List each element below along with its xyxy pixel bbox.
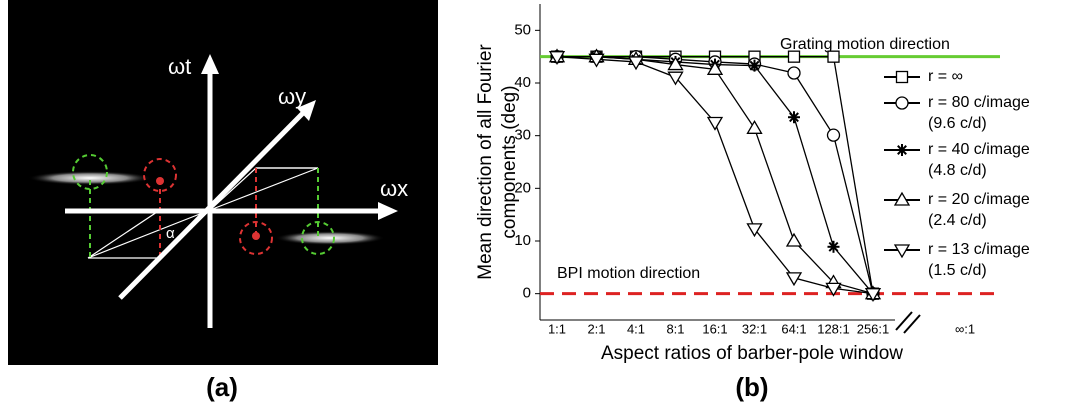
legend-label: r = 40 c/image <box>928 141 1030 158</box>
marker-stroke <box>897 145 907 155</box>
y-axis-title: Mean direction of all Fourier <box>475 44 496 280</box>
reference-label: BPI motion direction <box>557 265 700 282</box>
series-line <box>557 56 874 294</box>
series-line <box>557 56 874 295</box>
circle <box>143 158 177 192</box>
marker <box>667 56 684 71</box>
angle-label: α <box>166 225 175 242</box>
marker <box>706 61 724 75</box>
x-tick-label: 64:1 <box>781 321 806 336</box>
y-tick-label: 20 <box>514 179 531 196</box>
y-tick-label: 30 <box>514 127 531 144</box>
panel-label: (b) <box>735 372 768 402</box>
x-tick-label: 2:1 <box>587 321 605 336</box>
marker <box>787 66 801 80</box>
arrow <box>201 54 219 74</box>
x-tick-label: 256:1 <box>857 321 890 336</box>
x-tick-label: 1:1 <box>548 321 566 336</box>
legend-label: r = 13 c/image <box>928 241 1030 258</box>
y-tick-label: 10 <box>514 232 531 249</box>
axis-label: ωt <box>168 54 191 79</box>
marker <box>548 51 566 65</box>
legend-label: r = 80 c/image <box>928 94 1030 111</box>
legend-note: (1.5 c/d) <box>928 262 987 279</box>
axis-label: ωx <box>380 176 408 201</box>
x-tick-label: 16:1 <box>702 321 727 336</box>
panel-label: (a) <box>206 372 238 402</box>
marker <box>893 244 911 259</box>
marker <box>746 120 763 134</box>
marker <box>746 223 763 238</box>
marker <box>788 111 800 124</box>
marker <box>588 53 605 68</box>
legend-label: r = ∞ <box>928 68 963 85</box>
marker <box>893 191 911 206</box>
axis-break <box>903 314 921 334</box>
marker <box>748 59 761 72</box>
marker <box>787 50 801 63</box>
arrow <box>297 100 316 121</box>
axis-break <box>895 311 913 331</box>
series-line <box>557 56 874 294</box>
legend-note: (9.6 c/d) <box>928 115 987 132</box>
marker <box>825 282 842 297</box>
spectrum-blob <box>275 231 385 245</box>
marker <box>895 70 909 84</box>
circle <box>301 221 335 255</box>
y-tick-label: 0 <box>523 285 531 302</box>
arrow <box>378 202 398 220</box>
x-tick-label: 32:1 <box>742 321 767 336</box>
marker <box>827 240 840 253</box>
panel-a: ωt ωy ωx α <box>8 0 438 365</box>
marker-stroke <box>789 112 799 123</box>
x-tick-label: 128:1 <box>817 321 850 336</box>
y-axis-title: components (deg) <box>499 85 520 238</box>
spectrum-blob <box>28 171 152 185</box>
legend-note: (2.4 c/d) <box>928 212 987 229</box>
marker-stroke <box>828 241 839 252</box>
legend-label: r = 20 c/image <box>928 191 1030 208</box>
x-axis-title: Aspect ratios of barber-pole window <box>601 343 903 364</box>
series-line <box>556 56 874 295</box>
y-tick-label: 40 <box>514 74 531 91</box>
x-tick-label: ∞:1 <box>955 321 975 336</box>
circle <box>239 221 273 255</box>
axis-label: ωy <box>278 84 306 109</box>
dot <box>252 232 260 240</box>
circle <box>72 154 108 190</box>
x-tick-label: 8:1 <box>666 321 684 336</box>
marker <box>706 116 724 131</box>
marker <box>826 128 841 142</box>
marker <box>785 232 803 247</box>
marker <box>667 71 684 86</box>
marker <box>627 56 645 71</box>
axis-y <box>118 110 306 300</box>
legend-note: (4.8 c/d) <box>928 162 987 179</box>
marker <box>864 288 882 302</box>
dot <box>156 177 164 185</box>
marker <box>895 96 909 110</box>
marker <box>827 50 840 63</box>
y-tick-label: 50 <box>514 21 531 38</box>
dashed-guides <box>72 154 335 258</box>
series-line <box>557 56 874 295</box>
marker <box>896 144 908 156</box>
reference-label: Grating motion direction <box>780 36 950 53</box>
x-tick-label: 4:1 <box>627 321 645 336</box>
marker-stroke <box>749 60 760 71</box>
axes <box>65 54 398 328</box>
marker <box>785 272 803 287</box>
